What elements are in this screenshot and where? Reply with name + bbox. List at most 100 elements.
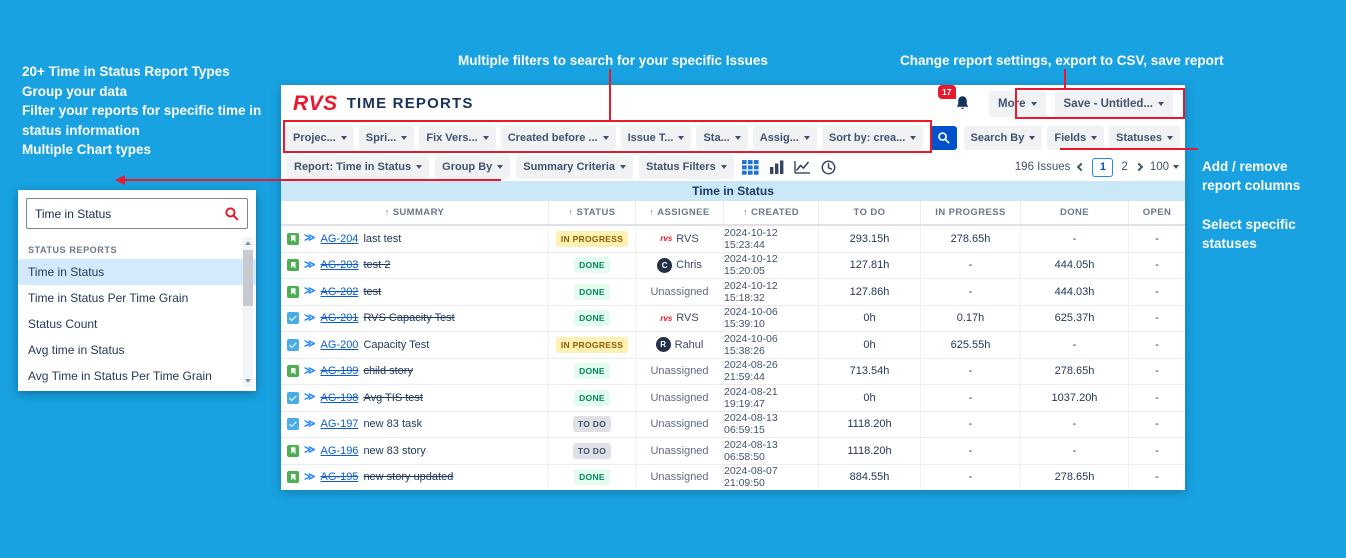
filter-button[interactable]: Spri...: [358, 125, 415, 150]
callout-line-settings: [1064, 69, 1066, 89]
expand-icon[interactable]: [304, 445, 316, 456]
line-chart-view-button[interactable]: [792, 157, 814, 177]
scroll-up-icon[interactable]: [245, 241, 251, 245]
summary-cell: AG-204 last test: [281, 226, 548, 252]
filter-button[interactable]: Assig...: [752, 125, 817, 150]
search-icon: [938, 132, 950, 144]
status-cell: DONE: [548, 279, 635, 305]
scrollbar-track[interactable]: [243, 237, 253, 387]
chevron-down-icon: [1029, 135, 1036, 140]
column-label: SUMMARY: [392, 207, 445, 218]
summary-criteria-button[interactable]: Summary Criteria: [516, 155, 633, 179]
button-label: Assig...: [759, 131, 799, 144]
summary-cell: AG-201 RVS Capacity Test: [281, 306, 548, 332]
issue-key-link[interactable]: AG-202: [320, 285, 359, 298]
page-size-select[interactable]: 100: [1150, 161, 1179, 173]
report-type-option[interactable]: Status Count: [28, 317, 98, 331]
report-type-option[interactable]: Time in Status: [18, 259, 256, 285]
column-header[interactable]: DONE: [1020, 201, 1128, 224]
column-header[interactable]: OPEN: [1128, 201, 1185, 224]
prev-page-icon[interactable]: [1077, 162, 1086, 172]
issue-key-link[interactable]: AG-198: [320, 391, 359, 404]
column-header[interactable]: STATUS: [548, 201, 635, 224]
issue-summary: test 2: [363, 259, 391, 272]
expand-icon[interactable]: [304, 260, 316, 271]
annotation-line: Filter your reports for specific time in…: [22, 103, 262, 138]
created-cell: 2024-10-12 15:23:44: [723, 226, 818, 252]
button-label: Projec...: [293, 131, 336, 144]
todo-hours-cell: 0h: [818, 332, 920, 358]
created-cell: 2024-08-21 19:19:47: [723, 385, 818, 411]
report-type-option[interactable]: Avg Time in Status Per Time Grain: [28, 369, 212, 383]
filter-button[interactable]: Sta...: [696, 125, 748, 150]
search-icon: [225, 207, 239, 221]
issue-key-link[interactable]: AG-196: [320, 444, 359, 457]
report-type-option[interactable]: Avg time in Status: [28, 343, 125, 357]
chevron-down-icon: [720, 165, 727, 169]
time-view-button[interactable]: [818, 157, 840, 177]
save-button[interactable]: Save - Untitled...: [1054, 90, 1173, 117]
open-hours-cell: -: [1128, 279, 1185, 305]
report-select-button[interactable]: Report: Time in Status: [287, 155, 430, 179]
issue-key-link[interactable]: AG-197: [320, 418, 359, 431]
table-row: AG-198 Avg TIS test DONE Unassigned 2024-08-…: [281, 385, 1185, 412]
column-label: DONE: [1059, 207, 1090, 218]
filter-button[interactable]: Created before ...: [500, 125, 616, 150]
issue-key-link[interactable]: AG-199: [320, 365, 359, 378]
issue-key-link[interactable]: AG-201: [320, 312, 359, 325]
column-header[interactable]: SUMMARY: [281, 201, 548, 224]
summary-cell: AG-199 child story: [281, 359, 548, 385]
issue-key-link[interactable]: AG-195: [320, 471, 359, 484]
inprogress-hours-cell: -: [920, 358, 1020, 384]
assignee-cell: C Chris: [635, 252, 723, 278]
expand-icon[interactable]: [304, 392, 316, 403]
next-page-icon[interactable]: [1134, 162, 1144, 172]
filter-button[interactable]: Issue T...: [620, 125, 692, 150]
created-cell: 2024-08-13 06:59:15: [723, 411, 818, 437]
statuses-button[interactable]: Statuses: [1109, 125, 1180, 150]
expand-icon[interactable]: [304, 286, 316, 297]
filter-button[interactable]: Projec...: [286, 125, 354, 150]
search-button[interactable]: [930, 125, 958, 150]
assignee-name: Rahul: [674, 338, 704, 351]
scrollbar-thumb[interactable]: [243, 250, 253, 306]
search-by-button[interactable]: Search By: [963, 125, 1043, 150]
expand-icon[interactable]: [304, 472, 316, 483]
issue-summary: RVS Capacity Test: [363, 312, 455, 325]
expand-icon[interactable]: [304, 366, 316, 377]
notifications-button[interactable]: 17: [938, 84, 972, 114]
fields-button[interactable]: Fields: [1047, 125, 1105, 150]
report-type-list: Time in Status Time in Status Per Time Gr…: [18, 259, 256, 389]
issue-key-link[interactable]: AG-204: [320, 232, 359, 245]
bar-chart-view-button[interactable]: [766, 157, 788, 177]
button-label: Fix Vers...: [426, 131, 478, 144]
feature-list-annotation: 20+ Time in Status Report Types Group yo…: [22, 62, 294, 160]
issue-key-link[interactable]: AG-200: [320, 338, 359, 351]
rvs-avatar: rvs: [660, 234, 673, 244]
done-hours-cell: -: [1020, 438, 1128, 464]
filter-button[interactable]: Fix Vers...: [419, 125, 496, 150]
issue-key-link[interactable]: AG-203: [320, 259, 359, 272]
done-hours-cell: 444.03h: [1020, 279, 1128, 305]
page-2-button[interactable]: 2: [1121, 161, 1128, 173]
expand-icon[interactable]: [304, 313, 316, 324]
report-search-box[interactable]: [26, 198, 248, 229]
column-header[interactable]: IN PROGRESS: [920, 201, 1020, 224]
expand-icon[interactable]: [304, 339, 316, 350]
report-type-option[interactable]: Time in Status Per Time Grain: [28, 291, 189, 305]
table-view-button[interactable]: [740, 157, 762, 177]
more-button[interactable]: More: [989, 90, 1046, 117]
assignee-name: Unassigned: [650, 418, 709, 431]
group-by-button[interactable]: Group By: [435, 155, 511, 179]
report-search-input[interactable]: [35, 206, 218, 221]
filter-button[interactable]: Sort by: crea...: [821, 125, 924, 150]
page-1-button[interactable]: 1: [1092, 157, 1114, 177]
column-header[interactable]: CREATED: [723, 201, 818, 224]
column-header[interactable]: ASSIGNEE: [635, 201, 723, 224]
status-filters-button[interactable]: Status Filters: [639, 155, 734, 179]
column-header[interactable]: TO DO: [818, 201, 920, 224]
expand-icon[interactable]: [304, 419, 316, 430]
chevron-down-icon: [1173, 165, 1179, 169]
scroll-down-icon[interactable]: [245, 379, 251, 383]
expand-icon[interactable]: [304, 233, 316, 244]
